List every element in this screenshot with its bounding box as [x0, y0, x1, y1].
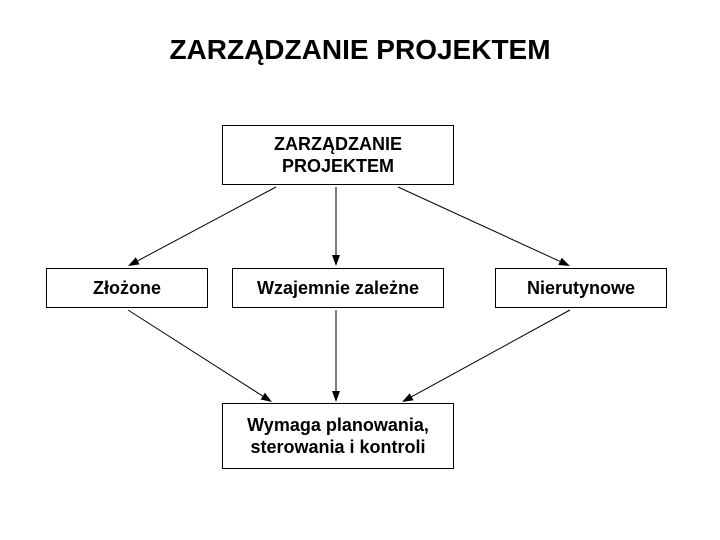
node-right: Nierutynowe	[495, 268, 667, 308]
node-top-label: ZARZĄDZANIEPROJEKTEM	[274, 133, 402, 178]
page-title: ZARZĄDZANIE PROJEKTEM	[0, 34, 720, 66]
node-bottom: Wymaga planowania,sterowania i kontroli	[222, 403, 454, 469]
node-left: Złożone	[46, 268, 208, 308]
node-left-label: Złożone	[93, 277, 161, 300]
node-mid-label: Wzajemnie zależne	[257, 277, 419, 300]
node-mid: Wzajemnie zależne	[232, 268, 444, 308]
node-bottom-label: Wymaga planowania,sterowania i kontroli	[247, 414, 429, 459]
node-top: ZARZĄDZANIEPROJEKTEM	[222, 125, 454, 185]
node-right-label: Nierutynowe	[527, 277, 635, 300]
